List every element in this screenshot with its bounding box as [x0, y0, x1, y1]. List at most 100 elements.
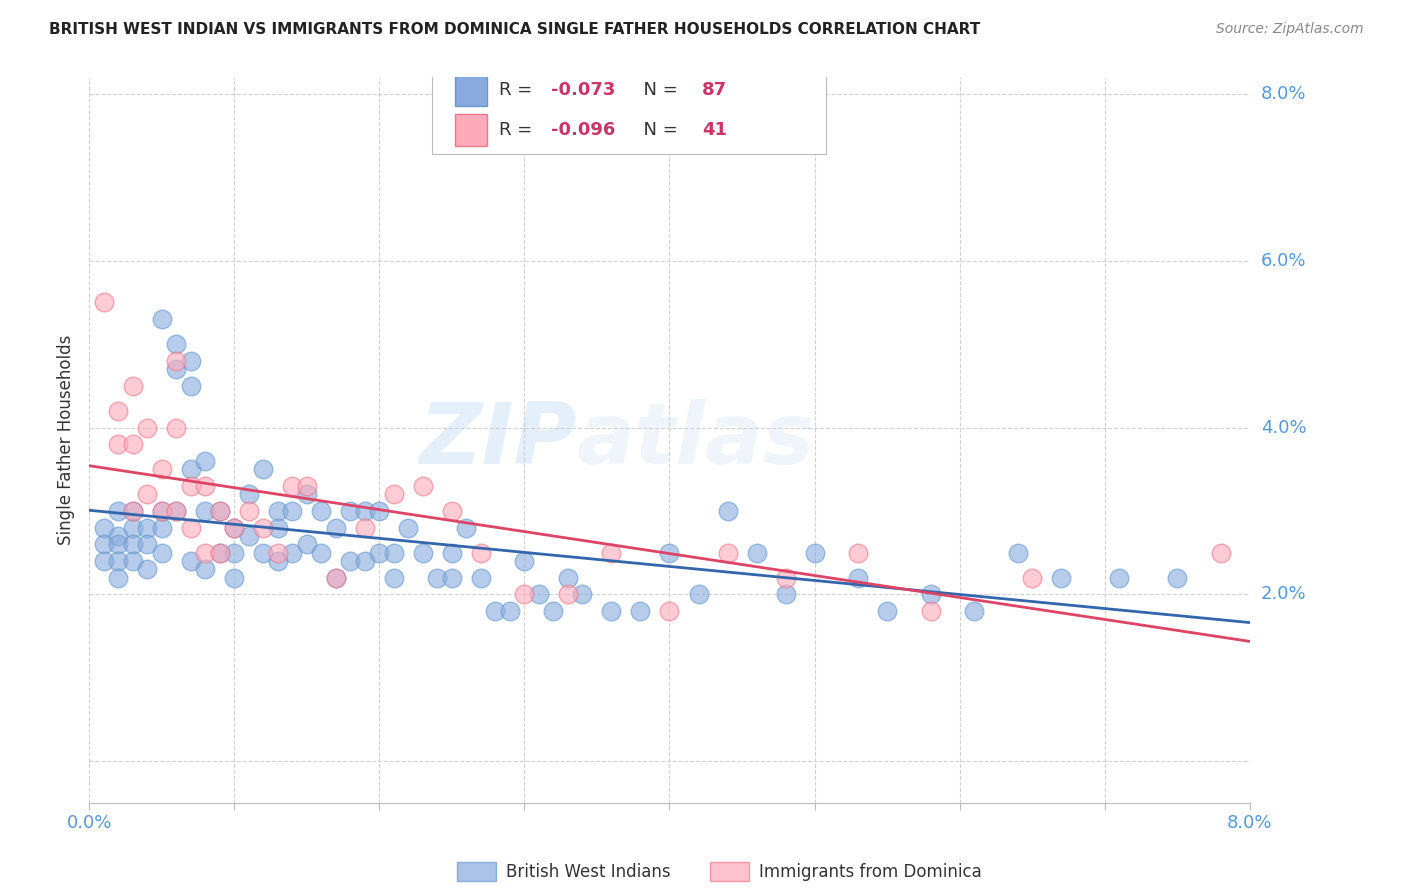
- Point: [963, 604, 986, 618]
- Text: N =: N =: [633, 120, 683, 138]
- Point: [716, 545, 738, 559]
- Point: [224, 520, 246, 534]
- Point: [368, 545, 391, 559]
- Point: [107, 537, 129, 551]
- Point: [396, 520, 419, 534]
- Point: [1108, 570, 1130, 584]
- Point: [339, 554, 361, 568]
- Point: [412, 545, 434, 559]
- FancyBboxPatch shape: [432, 55, 827, 153]
- Text: 6.0%: 6.0%: [1261, 252, 1306, 269]
- Text: R =: R =: [499, 120, 538, 138]
- Point: [150, 504, 173, 518]
- Point: [513, 587, 536, 601]
- Point: [165, 420, 187, 434]
- Point: [93, 537, 115, 551]
- Point: [267, 520, 290, 534]
- Point: [309, 504, 332, 518]
- Point: [267, 554, 290, 568]
- Point: [107, 529, 129, 543]
- Point: [252, 545, 274, 559]
- Point: [180, 520, 202, 534]
- Point: [353, 520, 375, 534]
- Point: [150, 462, 173, 476]
- Point: [846, 570, 869, 584]
- Point: [136, 537, 159, 551]
- Point: [382, 545, 405, 559]
- Text: Source: ZipAtlas.com: Source: ZipAtlas.com: [1216, 22, 1364, 37]
- Point: [325, 520, 347, 534]
- Point: [920, 604, 942, 618]
- Point: [208, 545, 231, 559]
- Point: [165, 362, 187, 376]
- Point: [281, 479, 304, 493]
- Point: [224, 520, 246, 534]
- Point: [295, 487, 318, 501]
- Text: BRITISH WEST INDIAN VS IMMIGRANTS FROM DOMINICA SINGLE FATHER HOUSEHOLDS CORRELA: BRITISH WEST INDIAN VS IMMIGRANTS FROM D…: [49, 22, 980, 37]
- Point: [136, 487, 159, 501]
- Point: [1007, 545, 1029, 559]
- Point: [194, 504, 217, 518]
- Point: [658, 545, 681, 559]
- Point: [803, 545, 825, 559]
- Point: [600, 604, 623, 618]
- Point: [470, 545, 492, 559]
- Text: ZIP: ZIP: [419, 399, 576, 482]
- Point: [368, 504, 391, 518]
- Point: [150, 520, 173, 534]
- Point: [238, 529, 260, 543]
- Text: 8.0%: 8.0%: [1261, 85, 1306, 103]
- Point: [238, 487, 260, 501]
- Point: [688, 587, 710, 601]
- Point: [121, 437, 143, 451]
- Point: [194, 562, 217, 576]
- Point: [121, 504, 143, 518]
- Point: [440, 545, 463, 559]
- Point: [224, 570, 246, 584]
- Point: [136, 562, 159, 576]
- Point: [557, 570, 579, 584]
- Point: [543, 604, 565, 618]
- Point: [180, 379, 202, 393]
- Point: [150, 545, 173, 559]
- Point: [165, 504, 187, 518]
- Point: [224, 545, 246, 559]
- Point: [93, 295, 115, 310]
- Point: [194, 454, 217, 468]
- Point: [745, 545, 768, 559]
- Text: 87: 87: [702, 81, 727, 99]
- Point: [136, 520, 159, 534]
- Point: [121, 554, 143, 568]
- Text: 4.0%: 4.0%: [1261, 418, 1306, 436]
- Point: [658, 604, 681, 618]
- Point: [325, 570, 347, 584]
- Point: [238, 504, 260, 518]
- Point: [382, 487, 405, 501]
- FancyBboxPatch shape: [454, 113, 488, 146]
- Point: [194, 545, 217, 559]
- Point: [121, 520, 143, 534]
- Point: [484, 604, 506, 618]
- Point: [150, 504, 173, 518]
- Point: [93, 520, 115, 534]
- Point: [180, 479, 202, 493]
- Point: [440, 570, 463, 584]
- Point: [208, 504, 231, 518]
- Point: [412, 479, 434, 493]
- Text: N =: N =: [633, 81, 683, 99]
- Point: [456, 520, 478, 534]
- Point: [107, 404, 129, 418]
- Point: [107, 437, 129, 451]
- Point: [150, 312, 173, 326]
- Point: [920, 587, 942, 601]
- Text: R =: R =: [499, 81, 538, 99]
- Point: [281, 545, 304, 559]
- Point: [194, 479, 217, 493]
- Point: [107, 554, 129, 568]
- Text: Immigrants from Dominica: Immigrants from Dominica: [759, 863, 981, 881]
- Text: British West Indians: British West Indians: [506, 863, 671, 881]
- Point: [1166, 570, 1188, 584]
- Point: [775, 587, 797, 601]
- Text: 41: 41: [702, 120, 727, 138]
- Point: [353, 504, 375, 518]
